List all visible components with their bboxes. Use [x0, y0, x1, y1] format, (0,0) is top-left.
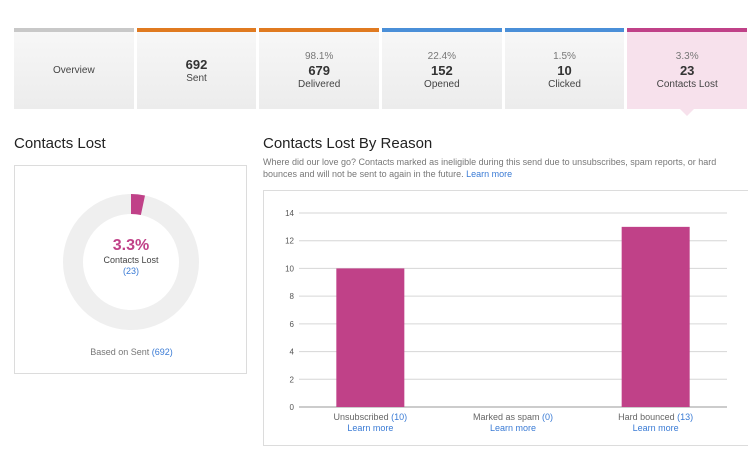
tab-contacts-lost-percent: 3.3%: [675, 51, 699, 62]
bar-unsubscribed[interactable]: [336, 268, 405, 407]
tab-contacts-lost[interactable]: 3.3% 23 Contacts Lost: [627, 28, 748, 116]
x-category-count-link[interactable]: (10): [391, 412, 407, 422]
tab-clicked-label: Clicked: [548, 79, 581, 90]
x-category-name: Unsubscribed: [334, 412, 392, 422]
x-category-count-link[interactable]: (0): [542, 412, 553, 422]
x-category-label: Unsubscribed (10): [334, 412, 408, 422]
tab-opened-percent: 22.4%: [427, 51, 457, 62]
based-on-text: Based on Sent (692): [15, 347, 248, 357]
donut-count-link[interactable]: (23): [122, 266, 139, 276]
bar-hard-bounced[interactable]: [621, 226, 690, 407]
reason-description-text: Where did our love go? Contacts marked a…: [263, 157, 717, 179]
tab-sent[interactable]: 692 Sent: [136, 28, 257, 109]
y-tick-label: 4: [290, 348, 295, 357]
x-category-label: Hard bounced (13): [618, 412, 693, 422]
y-tick-label: 8: [290, 292, 295, 301]
tab-delivered-count: 679: [308, 63, 331, 78]
reason-chart-card: 0 2 4 6 8 10 12 14 Unsubscribed (10) Learn more Ma…: [263, 190, 748, 446]
contacts-lost-donut: [63, 194, 199, 330]
contacts-lost-title: Contacts Lost: [14, 135, 106, 152]
tab-opened-count: 152: [431, 63, 453, 78]
tab-delivered-percent: 98.1%: [305, 51, 334, 62]
contacts-lost-by-reason-title: Contacts Lost By Reason: [263, 135, 433, 152]
based-on-count-link[interactable]: (692): [151, 347, 173, 357]
y-tick-label: 2: [290, 375, 295, 384]
x-category-name: Hard bounced: [618, 412, 677, 422]
stats-tabs: Overview 692 Sent 98.1% 679 Delivered 22…: [14, 28, 748, 116]
x-category-learn-more-link[interactable]: Learn more: [490, 423, 536, 433]
x-category-label: Marked as spam (0): [473, 412, 553, 422]
tab-opened-label: Opened: [424, 79, 460, 90]
based-on-label: Based on Sent: [90, 347, 150, 357]
y-tick-label: 10: [285, 264, 294, 273]
donut-label: Contacts Lost: [103, 255, 159, 265]
tab-delivered-label: Delivered: [298, 79, 341, 90]
x-category-learn-more-link[interactable]: Learn more: [633, 423, 679, 433]
tab-contacts-lost-count: 23: [679, 63, 695, 78]
tab-sent-count: 692: [185, 56, 208, 72]
tab-clicked[interactable]: 1.5% 10 Clicked: [504, 28, 625, 109]
donut-arc: [63, 194, 199, 330]
reason-description: Where did our love go? Contacts marked a…: [263, 156, 748, 180]
y-tick-label: 0: [290, 403, 295, 412]
description-learn-more-link[interactable]: Learn more: [466, 169, 513, 179]
tab-sent-label: Sent: [186, 72, 207, 84]
tab-overview-label: Overview: [52, 65, 95, 76]
y-tick-label: 14: [285, 209, 294, 218]
contacts-lost-card: 3.3% Contacts Lost (23) Based on Sent (6…: [14, 165, 247, 374]
x-category-learn-more-link[interactable]: Learn more: [347, 423, 393, 433]
donut-center: 3.3% Contacts Lost (23): [61, 236, 201, 277]
tab-contacts-lost-label: Contacts Lost: [656, 79, 718, 90]
tab-overview[interactable]: Overview: [14, 28, 134, 109]
tab-delivered[interactable]: 98.1% 679 Delivered: [259, 28, 380, 109]
y-tick-label: 6: [290, 320, 295, 329]
x-category-count-link[interactable]: (13): [677, 412, 693, 422]
donut-percent: 3.3%: [112, 237, 150, 254]
tab-clicked-count: 10: [557, 63, 572, 78]
y-tick-label: 12: [285, 237, 294, 246]
tab-opened[interactable]: 22.4% 152 Opened: [382, 28, 502, 109]
x-category-name: Marked as spam: [473, 412, 542, 422]
tab-clicked-percent: 1.5%: [553, 51, 576, 62]
